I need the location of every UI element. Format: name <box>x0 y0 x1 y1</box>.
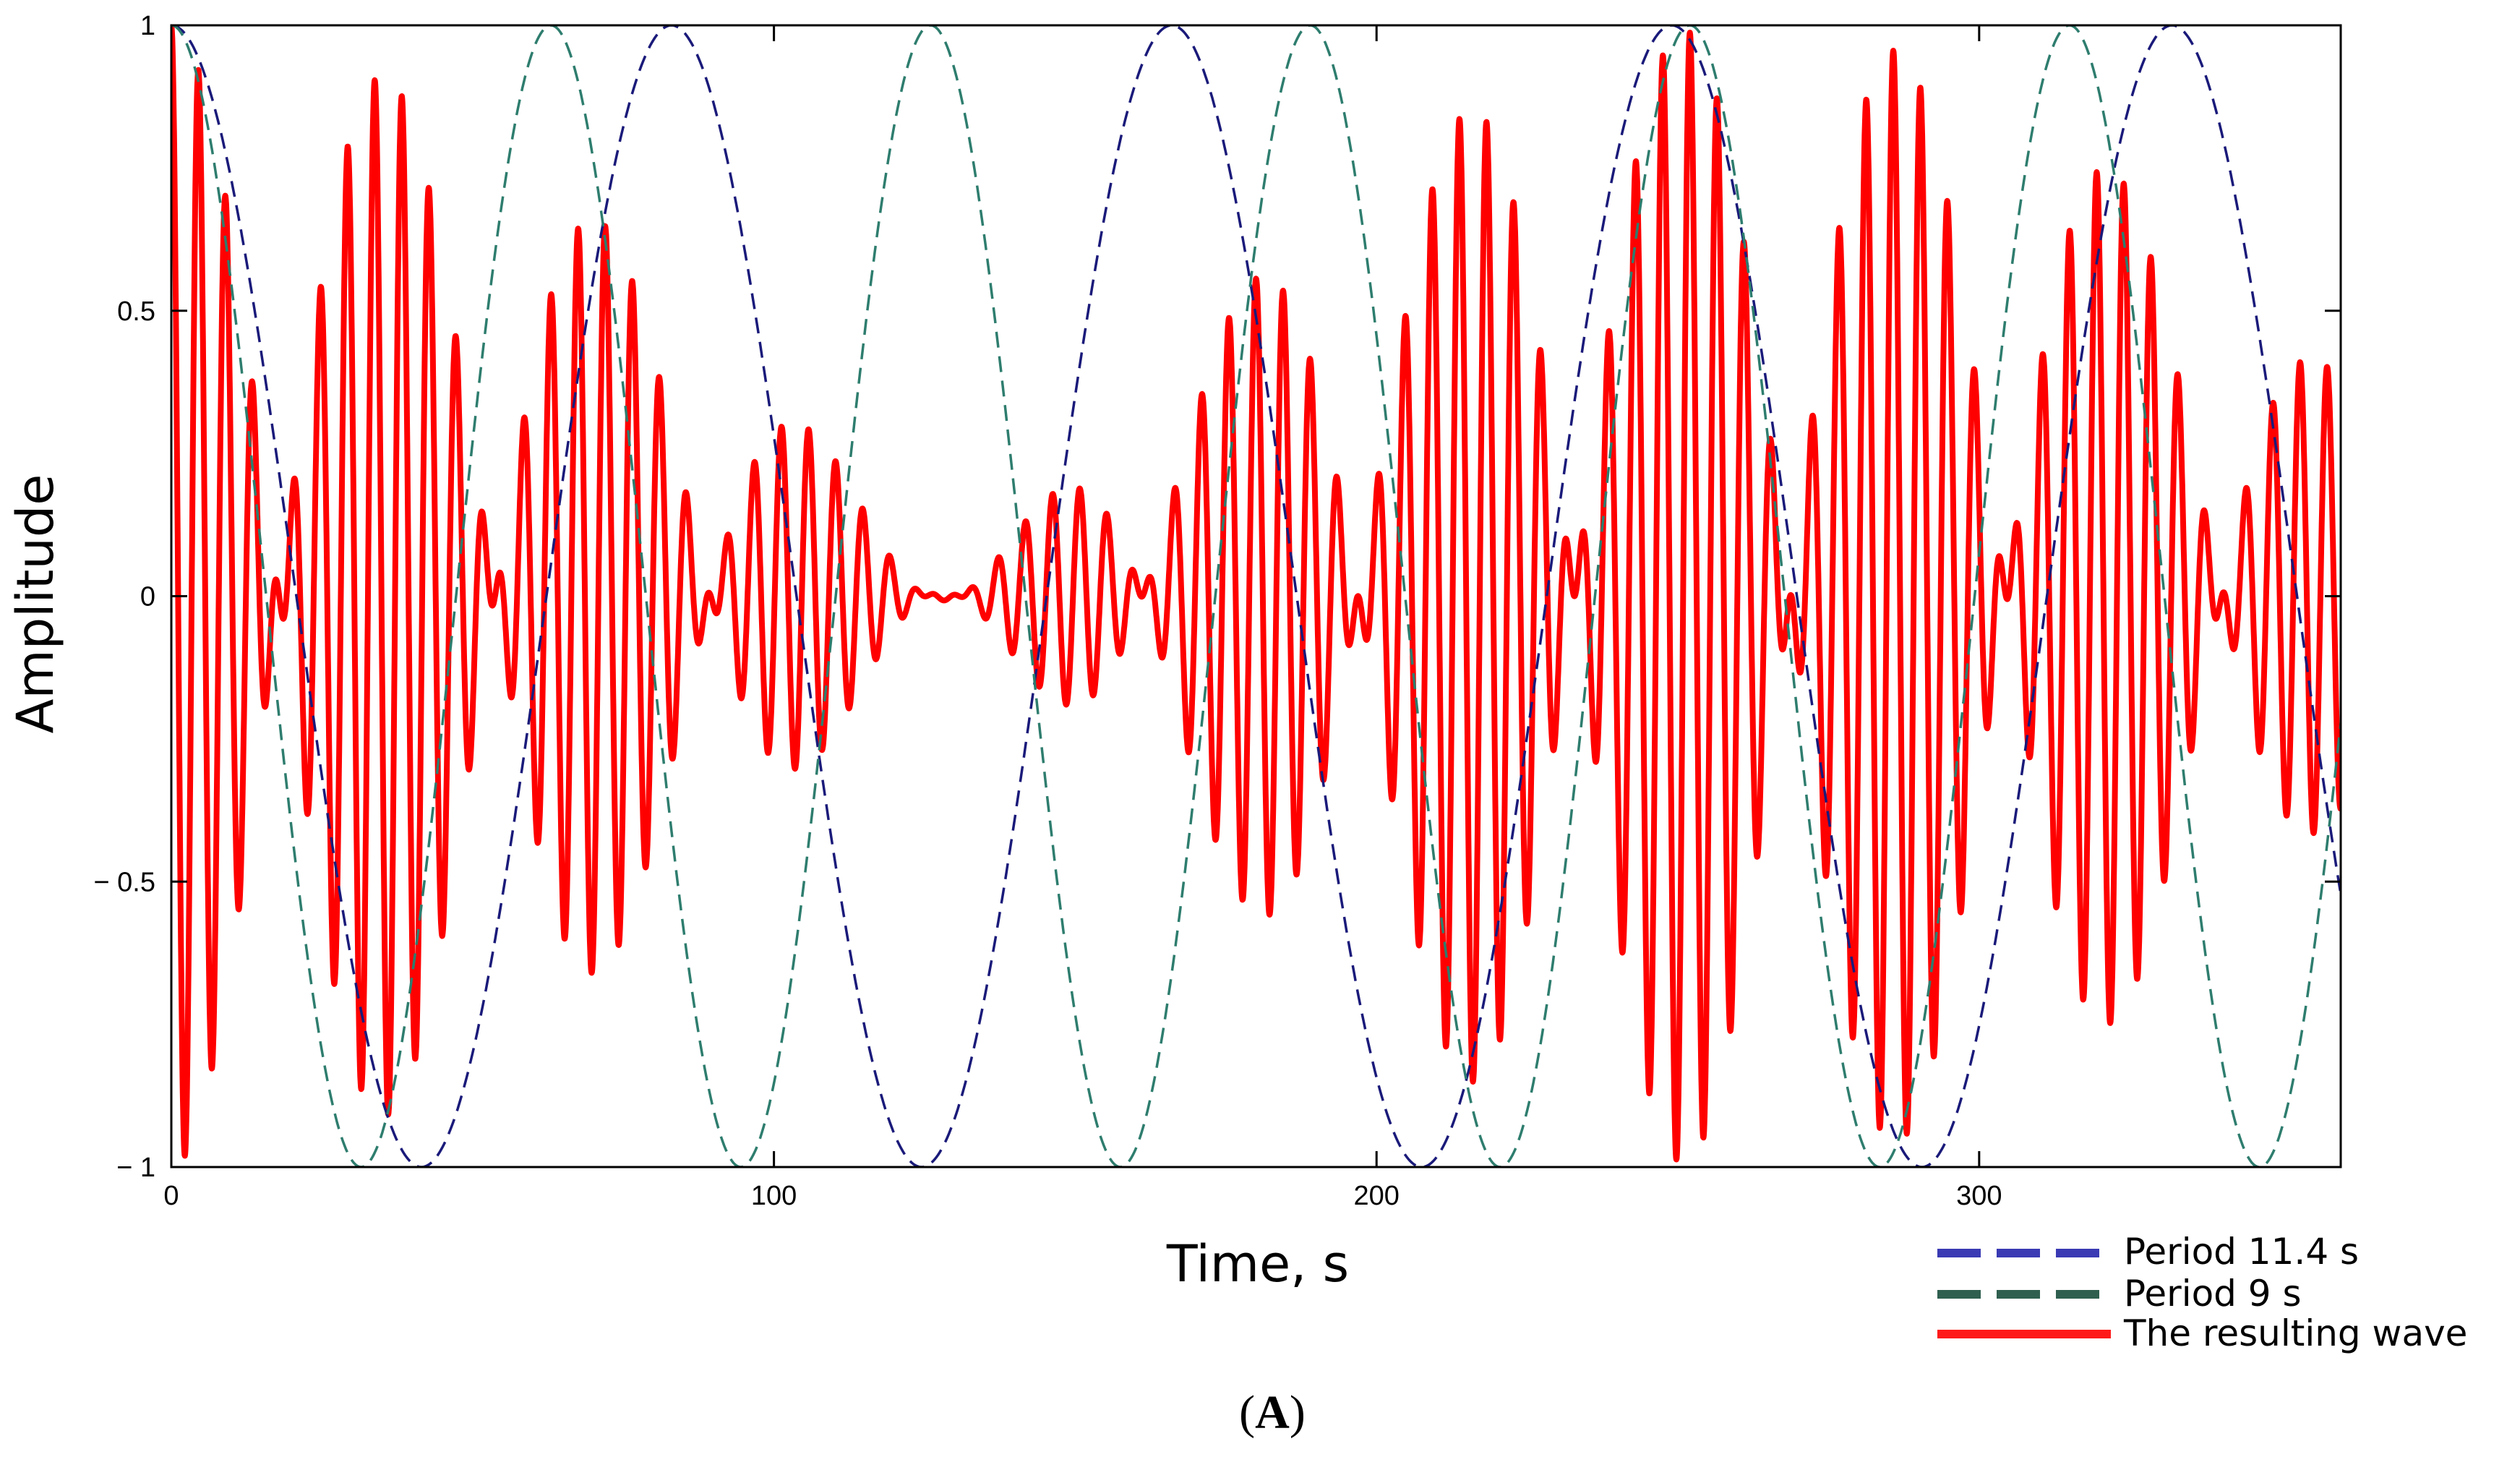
y-tick-label: 0 <box>140 582 155 612</box>
x-tick-label: 0 <box>163 1181 179 1211</box>
x-axis-label: Time, s <box>1166 1234 1349 1294</box>
legend-entry-resulting-wave: The resulting wave <box>2123 1312 2467 1354</box>
series-period-11-4-line <box>171 25 2341 1167</box>
legend: Period 11.4 s Period 9 s The resulting w… <box>1937 1231 2467 1354</box>
panel-label: (A) <box>1239 1386 1306 1439</box>
legend-entry-period-9: Period 9 s <box>2124 1273 2302 1315</box>
panel-label-letter: A <box>1255 1386 1290 1439</box>
y-axis-label: Amplitude <box>6 474 65 734</box>
x-tick-label: 200 <box>1354 1181 1400 1211</box>
x-tick-label: 100 <box>751 1181 797 1211</box>
y-tick-label: − 1 <box>116 1153 155 1183</box>
series-resulting-wave-line <box>171 25 2341 1163</box>
axes <box>170 24 2342 1168</box>
legend-entry-period-11-4: Period 11.4 s <box>2124 1231 2359 1273</box>
y-tick-label: − 0.5 <box>93 867 155 897</box>
tick-labels: 0 100 200 300 1 0.5 0 − 0.5 − 1 <box>93 11 2002 1211</box>
x-tick-label: 300 <box>1956 1181 2002 1211</box>
plot-area <box>171 25 2341 1167</box>
y-tick-label: 0.5 <box>117 296 155 327</box>
y-tick-label: 1 <box>140 11 155 41</box>
series-period-9-line <box>171 25 2341 1167</box>
